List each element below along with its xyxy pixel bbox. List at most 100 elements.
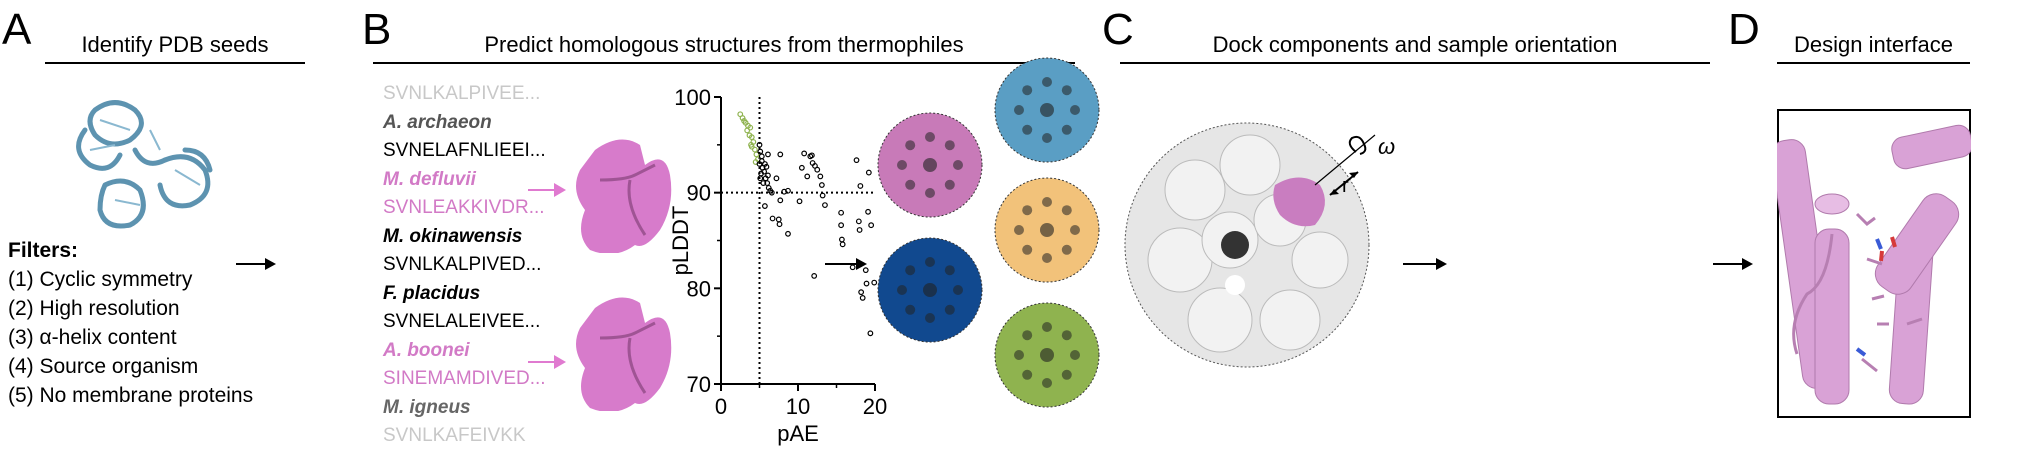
filter-item: (3) α-helix content — [8, 326, 177, 349]
data-point — [769, 215, 776, 222]
data-point — [865, 208, 871, 215]
data-point — [763, 163, 770, 170]
species-name: A. boonei — [383, 339, 470, 361]
docked-assembly: ω r — [1124, 122, 1395, 368]
data-point — [822, 202, 828, 209]
blue-cage-icon — [994, 57, 1100, 163]
data-point — [801, 150, 808, 157]
data-point — [744, 127, 751, 134]
sequence-text: SVNLKALPIVED... — [383, 254, 542, 275]
panel-b-label: B — [362, 5, 392, 54]
data-point — [751, 146, 758, 153]
arrow-c-docking-icon — [1403, 258, 1447, 270]
r-label: r — [1342, 175, 1349, 197]
data-point — [765, 172, 771, 179]
data-point — [856, 227, 863, 233]
data-point — [811, 272, 818, 279]
data-point — [758, 158, 765, 164]
data-point — [871, 279, 878, 286]
filter-item: (4) Source organism — [8, 355, 199, 378]
data-point — [768, 189, 775, 196]
y-tick-label: 70 — [687, 372, 711, 397]
data-point — [868, 222, 875, 229]
panel-d-label: D — [1728, 5, 1760, 54]
data-point — [777, 151, 784, 158]
omega-label: ω — [1378, 134, 1395, 159]
arrow-pink-icon — [528, 183, 566, 197]
species-name: M. okinawensis — [383, 225, 523, 247]
data-point — [853, 157, 860, 164]
sequence-text: SVNLEAKKIVDR... — [383, 197, 545, 218]
data-point — [818, 182, 825, 188]
data-point — [765, 184, 772, 191]
data-point — [761, 168, 768, 175]
filter-item: (1) Cyclic symmetry — [8, 268, 193, 291]
panel-c-title: Dock components and sample orientation — [1212, 32, 1618, 57]
data-point — [747, 124, 754, 131]
rotation-icon — [1348, 135, 1367, 155]
x-axis-label: pAE — [777, 421, 819, 446]
protein-seed-structure-icon — [76, 100, 213, 229]
x-tick-label: 10 — [786, 394, 810, 419]
data-point — [855, 218, 862, 225]
plddt-vs-pae-scatter: 70 80 90 100 0 10 20 pAE pLDDT — [668, 85, 887, 446]
arrow-pink-icon — [528, 355, 566, 369]
data-point — [798, 164, 805, 171]
y-tick-label: 80 — [687, 276, 711, 301]
panel-d-rule — [1777, 62, 1970, 64]
data-point — [775, 216, 782, 223]
data-point — [839, 241, 846, 248]
sequence-text: SVNLKAFEIVKK — [383, 425, 526, 446]
species-name: A. archaeon — [383, 111, 492, 133]
data-point — [867, 330, 874, 337]
data-point — [760, 180, 767, 186]
panel-a-label: A — [2, 5, 32, 54]
data-point — [761, 161, 768, 167]
green-cage-icon — [994, 302, 1100, 408]
data-point — [761, 203, 768, 209]
panel-a-title: Identify PDB seeds — [81, 32, 269, 57]
arrow-c-to-d-icon — [1713, 258, 1753, 270]
sequence-text: SVNELALEIVEE... — [383, 311, 541, 332]
data-point — [838, 236, 845, 243]
data-point — [838, 209, 845, 216]
sequence-text: SINEMAMDIVED... — [383, 368, 546, 389]
panel-c-label: C — [1102, 5, 1134, 54]
panel-a-rule — [45, 62, 305, 64]
sequence-text: SVNLKALPIVEE... — [383, 83, 541, 104]
data-point — [757, 148, 764, 155]
data-point — [785, 187, 791, 194]
data-point — [863, 280, 870, 287]
filter-item: (2) High resolution — [8, 297, 180, 320]
panel-c-rule — [1120, 62, 1710, 64]
navy-cage-icon — [877, 237, 983, 343]
species-name: F. placidus — [383, 282, 481, 304]
data-point — [814, 166, 821, 173]
data-point — [785, 230, 791, 237]
sequence-text: SVNELAFNLIEEI... — [383, 140, 546, 161]
arrow-b-to-c-icon — [825, 258, 867, 270]
sequence-list: SVNLKALPIVEE... A. archaeon SVNELAFNLIEEI.… — [383, 80, 546, 451]
data-point — [748, 141, 754, 148]
filter-item: (5) No membrane proteins — [8, 384, 254, 407]
y-tick-label: 100 — [674, 85, 711, 110]
orange-cage-icon — [994, 177, 1100, 283]
panel-b-title: Predict homologous structures from therm… — [484, 32, 964, 57]
data-point — [765, 151, 771, 158]
arrow-a-to-b-icon — [236, 258, 276, 270]
data-point — [808, 152, 815, 159]
data-point — [796, 198, 803, 205]
cage-assemblies — [877, 57, 1100, 408]
data-point — [758, 153, 765, 160]
data-point — [773, 175, 780, 182]
data-point — [753, 151, 760, 158]
data-point — [739, 115, 746, 121]
data-point — [757, 175, 764, 182]
predicted-structure-icon — [576, 297, 672, 411]
species-name: M. igneus — [383, 396, 471, 418]
data-point — [865, 169, 872, 176]
x-tick-label: 0 — [715, 394, 727, 419]
panel-d-title: Design interface — [1794, 32, 1953, 57]
data-point — [857, 183, 864, 189]
data-point — [819, 192, 826, 199]
